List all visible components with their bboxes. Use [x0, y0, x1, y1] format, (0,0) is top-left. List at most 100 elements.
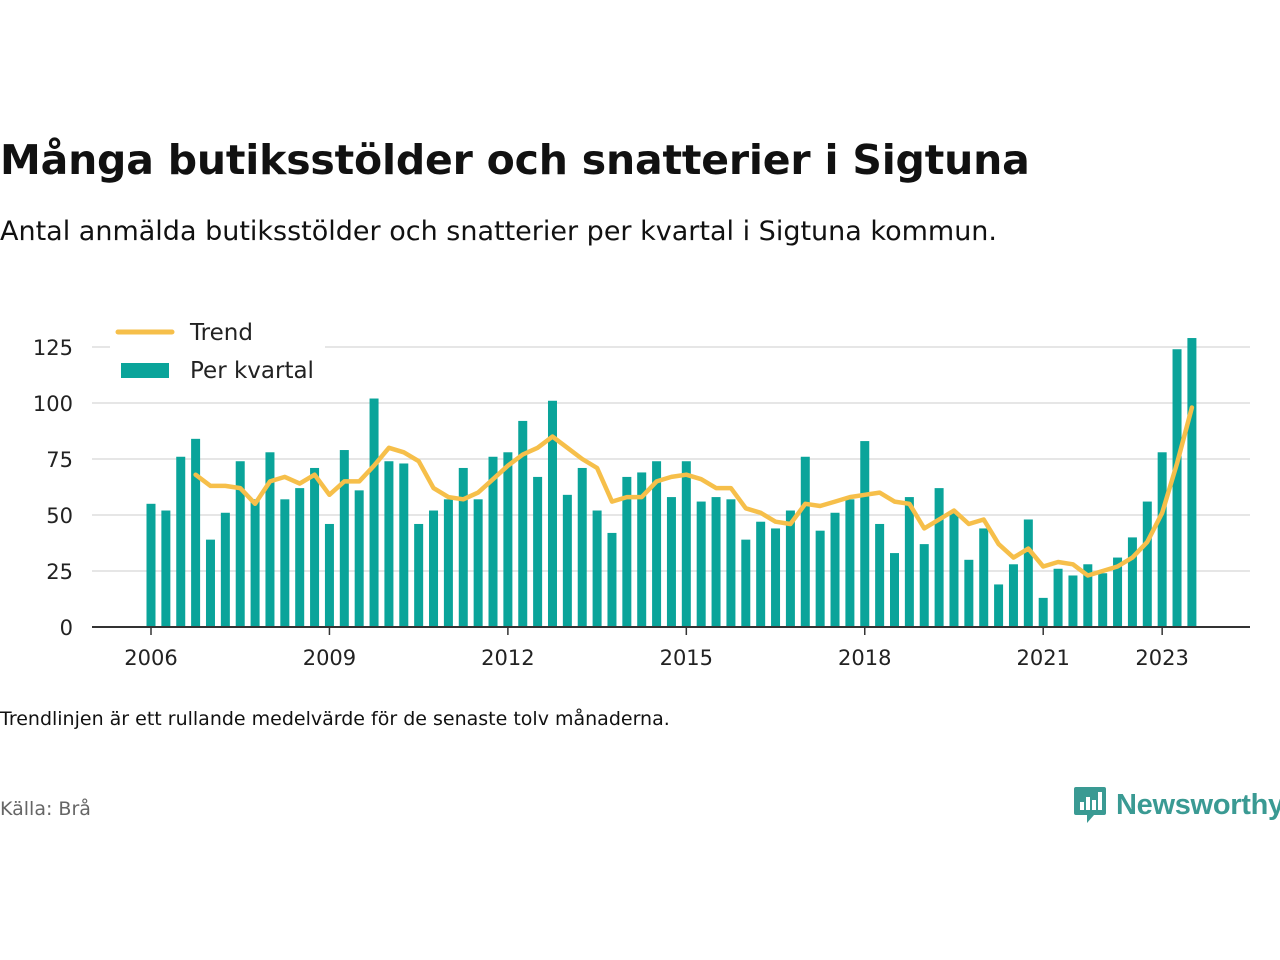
- bar: [1038, 597, 1048, 627]
- bar: [235, 461, 245, 627]
- bar: [592, 510, 602, 627]
- x-tick-label: 2006: [124, 646, 177, 670]
- bar: [354, 490, 364, 627]
- bar: [1142, 501, 1152, 627]
- legend-trend-label: Trend: [189, 320, 253, 346]
- bar: [964, 559, 974, 627]
- bar: [1008, 564, 1018, 627]
- y-tick-label: 0: [60, 616, 73, 640]
- bar: [1053, 568, 1063, 627]
- trend-line: [193, 405, 1195, 578]
- bar: [562, 494, 572, 627]
- bar: [443, 499, 453, 627]
- y-tick-label: 75: [46, 448, 73, 472]
- bar: [191, 438, 201, 627]
- y-tick-label: 125: [33, 336, 73, 360]
- bar: [547, 400, 557, 627]
- source-label: Källa: Brå: [0, 798, 91, 820]
- legend: Trend Per kvartal: [110, 318, 325, 396]
- trend-footnote: Trendlinjen är ett rullande medelvärde f…: [0, 708, 670, 730]
- legend-per-kvartal-label: Per kvartal: [190, 358, 314, 384]
- bar: [785, 510, 795, 627]
- newsworthy-logo-icon: [1074, 787, 1106, 823]
- y-tick-label: 100: [33, 392, 73, 416]
- bar: [220, 512, 230, 627]
- bar: [280, 499, 290, 627]
- x-tick-label: 2018: [838, 646, 891, 670]
- legend-bar-swatch: [121, 363, 169, 378]
- bar: [473, 499, 483, 627]
- bar: [458, 467, 468, 627]
- bar: [161, 510, 171, 627]
- bar: [666, 497, 676, 627]
- bar: [979, 528, 989, 627]
- brand-name: Newsworthy: [1116, 788, 1280, 821]
- bar: [696, 501, 706, 627]
- bar: [250, 499, 260, 627]
- bar: [1157, 452, 1167, 627]
- x-tick-label: 2009: [303, 646, 356, 670]
- bar: [860, 441, 870, 627]
- bar: [1083, 564, 1093, 627]
- bar: [919, 544, 929, 627]
- bar: [949, 512, 959, 627]
- y-tick-label: 25: [46, 560, 73, 584]
- bar: [622, 476, 632, 627]
- bar: [265, 452, 275, 627]
- bar: [205, 539, 215, 627]
- bar: [711, 497, 721, 627]
- x-axis: 2006 2009 2012 2015 2018 2021 2023: [92, 626, 1250, 670]
- bar: [1172, 349, 1182, 627]
- bar: [830, 512, 840, 627]
- bar: [1127, 537, 1137, 627]
- bars: [146, 338, 1197, 627]
- bar: [994, 584, 1004, 627]
- bar: [652, 461, 662, 627]
- x-tick-label: 2015: [660, 646, 713, 670]
- bar: [176, 456, 186, 627]
- bar: [533, 476, 543, 627]
- bar: [399, 463, 409, 627]
- bar: [845, 499, 855, 627]
- chart-subtitle: Antal anmälda butiksstölder och snatteri…: [0, 216, 997, 247]
- bar: [726, 499, 736, 627]
- bar: [1187, 338, 1197, 627]
- x-tick-label: 2012: [481, 646, 534, 670]
- bar: [771, 528, 781, 627]
- bar: [324, 523, 334, 627]
- bar: [904, 497, 914, 627]
- bar: [741, 539, 751, 627]
- bar: [488, 456, 498, 627]
- bar: [295, 488, 305, 627]
- y-tick-label: 50: [46, 504, 73, 528]
- bar: [577, 467, 587, 627]
- bar: [637, 472, 647, 627]
- bar: [503, 452, 513, 627]
- bar: [369, 398, 379, 627]
- bar: [339, 450, 349, 627]
- bar: [934, 488, 944, 627]
- bar: [875, 523, 885, 627]
- bar: [890, 553, 899, 627]
- bar: [429, 510, 439, 627]
- bar: [310, 467, 320, 627]
- y-axis-ticks: 0 25 50 75 100 125: [33, 336, 73, 640]
- bar: [815, 530, 825, 627]
- x-tick-label: 2023: [1135, 646, 1188, 670]
- bar: [146, 503, 156, 627]
- bar: [800, 456, 810, 627]
- bar: [681, 461, 691, 627]
- bar: [607, 532, 617, 627]
- bar: [518, 420, 528, 627]
- bar: [1023, 519, 1033, 627]
- chart-title: Många butiksstölder och snatterier i Sig…: [0, 136, 1030, 184]
- bar: [1113, 557, 1123, 627]
- bar: [1068, 575, 1078, 627]
- bar: [1098, 573, 1108, 627]
- bar: [384, 461, 394, 627]
- newsworthy-logo: Newsworthy: [1072, 785, 1280, 825]
- trend-layer: [193, 405, 1195, 578]
- bar: [414, 523, 424, 627]
- x-tick-label: 2021: [1016, 646, 1069, 670]
